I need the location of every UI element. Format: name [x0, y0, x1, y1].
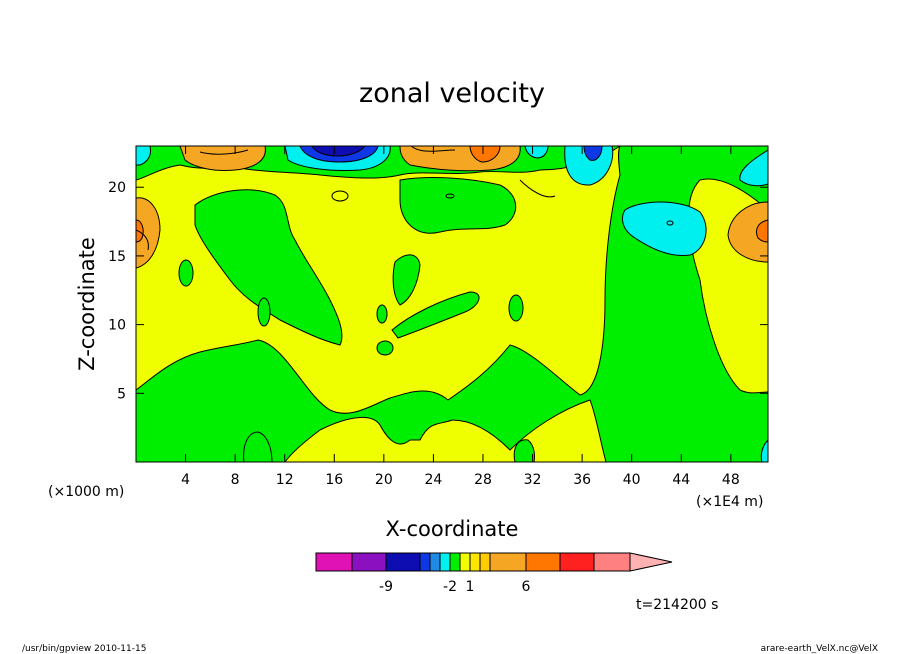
field-contour-line-3	[136, 229, 149, 251]
field-contour-loop-1	[331, 190, 349, 202]
field-region-zero-main	[136, 146, 768, 462]
contour-field	[136, 146, 768, 462]
colorbar-swatch-13	[593, 552, 631, 572]
colorbar-label-1: -2	[443, 579, 457, 595]
footer-right: arare-earth_VelX.nc@VelX	[761, 644, 878, 654]
colorbar-swatch-7	[459, 552, 471, 572]
colorbar-swatch-10	[489, 552, 527, 572]
y-tick-label-2: 15	[108, 249, 126, 265]
field-region-negative-top-deep	[311, 146, 366, 157]
field-contour-line-2	[410, 146, 456, 152]
field-region-zero-branch	[391, 291, 480, 339]
field-region-zero-spot-4	[376, 340, 394, 356]
field-region-negative-far-right	[739, 149, 768, 187]
colorbar-label-2: 1	[466, 579, 475, 595]
y-tick-label-1: 10	[108, 318, 126, 334]
x-tick-label-7: 32	[524, 472, 542, 488]
field-contour-line-1	[519, 179, 556, 198]
field-region-positive-left	[136, 197, 161, 269]
field-region-zero-spot-1	[178, 259, 194, 287]
x-axis-ticks: 4 8 12 16 20 24 28 32 36 40 44 48	[181, 146, 740, 488]
chart-title: zonal velocity	[359, 78, 545, 109]
field-contour-loop-2	[445, 193, 455, 199]
field-region-negative-top-left	[136, 146, 151, 166]
x-tick-label-10: 44	[672, 472, 690, 488]
colorbar-arrow	[629, 552, 673, 572]
field-region-zero-upper	[194, 189, 343, 346]
x-tick-label-6: 28	[474, 472, 492, 488]
y-tick-label-0: 5	[117, 386, 126, 402]
colorbar-swatch-8	[469, 552, 481, 572]
x-tick-label-3: 16	[325, 472, 343, 488]
colorbar-swatch-5	[439, 552, 451, 572]
x-tick-label-9: 40	[623, 472, 641, 488]
y-axis-label: Z-coordinate	[75, 237, 99, 371]
x-tick-label-2: 12	[276, 472, 294, 488]
field-region-negative-top-right-core	[583, 146, 603, 161]
field-region-positive-left-core	[136, 219, 144, 243]
field-region-negative-bottom-right	[760, 439, 768, 462]
colorbar-swatch-6	[449, 552, 461, 572]
field-contour-line-4	[199, 149, 249, 155]
field-region-zero-stem	[392, 254, 421, 306]
field-region-negative-right	[622, 201, 707, 257]
field-region-zero-bottom-2	[513, 439, 535, 462]
field-region-zero-spot-5	[376, 304, 388, 324]
colorbar-label-0: -9	[379, 579, 393, 595]
colorbar-swatch-4	[429, 552, 441, 572]
colorbar-swatch-3	[419, 552, 431, 572]
x-unit-right: (×1E4 m)	[696, 494, 763, 510]
field-region-zero-spot-3	[508, 294, 524, 322]
x-tick-label-1: 8	[231, 472, 240, 488]
x-tick-label-8: 36	[573, 472, 591, 488]
time-annotation: t=214200 s	[636, 597, 718, 613]
field-region-negative-top-mid	[524, 146, 549, 159]
y-tick-label-3: 20	[108, 180, 126, 196]
colorbar-swatch-9	[479, 552, 491, 572]
field-region-positive-right	[727, 201, 768, 263]
colorbar-swatch-12	[559, 552, 595, 572]
field-region-zero-bottom	[243, 431, 273, 462]
colorbar	[315, 552, 673, 572]
plot-frame	[135, 145, 769, 463]
footer-left: /usr/bin/gpview 2010-11-15	[22, 644, 146, 654]
field-region-zero-center	[399, 177, 517, 234]
colorbar-swatch-2	[385, 552, 421, 572]
field-contour-loop-3	[666, 220, 674, 226]
x-tick-label-11: 48	[722, 472, 740, 488]
x-tick-label-0: 4	[181, 472, 190, 488]
field-region-positive-right-core	[755, 219, 768, 243]
field-region-negative-top-right	[564, 146, 614, 186]
x-axis-label: X-coordinate	[386, 517, 519, 541]
colorbar-label-3: 6	[522, 579, 531, 595]
x-tick-label-4: 20	[375, 472, 393, 488]
field-region-positive-top-center-core	[469, 146, 501, 163]
colorbar-labels: -9 -2 1 6	[379, 579, 531, 595]
colorbar-swatch-1	[351, 552, 387, 572]
colorbar-swatch-0	[315, 552, 353, 572]
y-axis-ticks: 5 10 15 20	[108, 180, 768, 402]
x-unit-left: (×1000 m)	[48, 484, 124, 500]
field-region-zero-spot-2	[257, 297, 271, 327]
colorbar-swatch-11	[525, 552, 561, 572]
x-tick-label-5: 24	[424, 472, 442, 488]
